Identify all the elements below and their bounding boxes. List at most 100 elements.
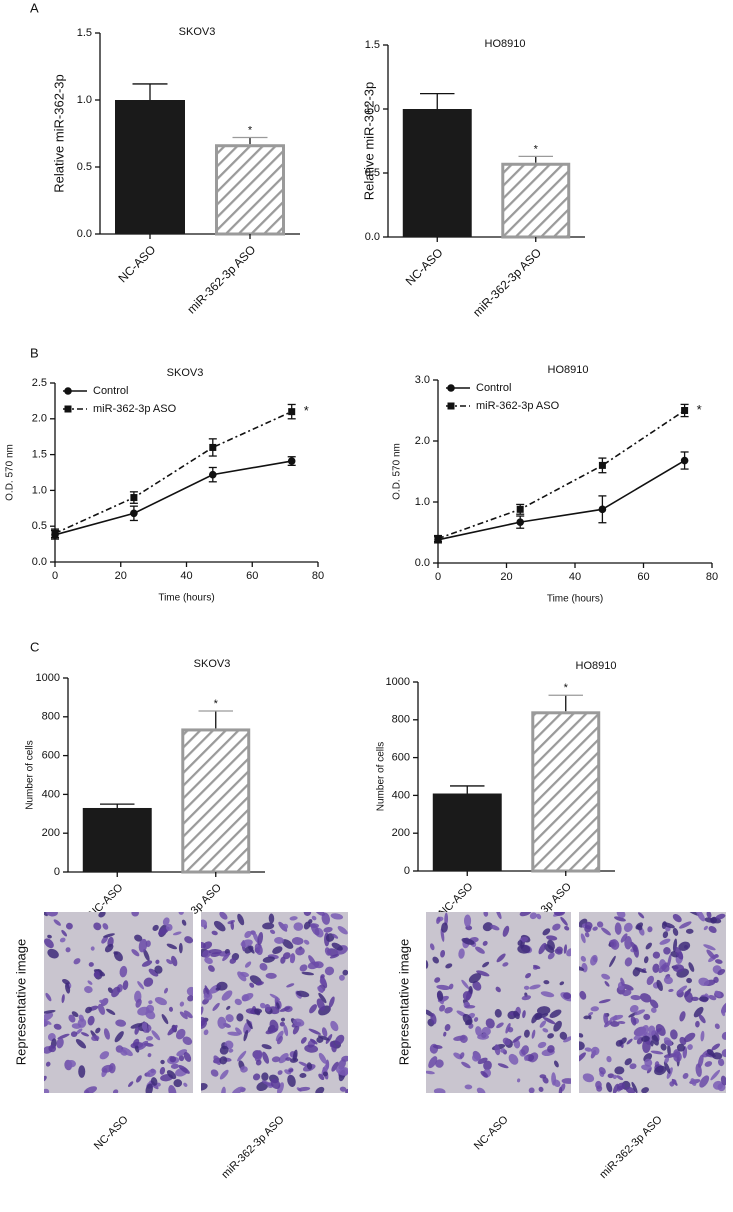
cell xyxy=(651,1007,657,1013)
cell xyxy=(430,1013,437,1025)
cell xyxy=(623,922,633,933)
cell xyxy=(212,1002,220,1011)
cell xyxy=(246,1019,253,1030)
cell xyxy=(552,923,561,931)
cell xyxy=(145,1083,153,1093)
cell xyxy=(641,1064,652,1071)
cell xyxy=(148,1000,153,1005)
cell xyxy=(633,1034,641,1040)
series-line xyxy=(437,459,686,541)
cell xyxy=(547,939,555,951)
cell xyxy=(166,959,173,965)
cell xyxy=(528,1087,535,1093)
cell xyxy=(176,1049,188,1057)
cell xyxy=(538,1013,549,1019)
cell xyxy=(654,1065,667,1076)
cell xyxy=(219,1045,229,1055)
cell xyxy=(155,959,160,965)
cell xyxy=(203,992,213,1001)
cell xyxy=(131,912,139,917)
cell xyxy=(663,1061,671,1074)
cell xyxy=(270,1078,281,1090)
cell xyxy=(536,1006,551,1015)
cell xyxy=(624,1058,632,1066)
cell xyxy=(714,990,722,998)
cell xyxy=(699,1075,710,1088)
cell xyxy=(475,1026,483,1037)
cell xyxy=(690,1078,697,1086)
cell xyxy=(186,986,193,996)
cell xyxy=(298,1061,309,1067)
cell xyxy=(73,958,81,965)
cell xyxy=(630,994,641,1001)
cell xyxy=(337,926,348,935)
cell xyxy=(682,1072,689,1079)
cell xyxy=(262,922,275,930)
x-tick-label: miR-362-3p ASO xyxy=(470,245,544,319)
cell xyxy=(490,924,500,931)
cell xyxy=(563,944,568,954)
cell xyxy=(306,1062,313,1070)
y-axis-label: Number of cells xyxy=(376,742,387,811)
cell xyxy=(106,1008,116,1015)
cell xyxy=(241,992,254,1002)
cell xyxy=(461,1061,471,1069)
cell xyxy=(721,1008,726,1017)
cell xyxy=(221,990,233,1001)
cell xyxy=(553,912,566,916)
cell xyxy=(146,1069,157,1078)
cell xyxy=(656,979,663,992)
cell xyxy=(610,1020,620,1027)
cell xyxy=(277,1082,284,1093)
cell xyxy=(714,959,723,964)
cell xyxy=(634,967,647,974)
x-tick-label: NC-ASO xyxy=(115,242,158,285)
cell xyxy=(164,987,168,994)
y-tick-label: 2.0 xyxy=(415,435,430,447)
micrograph xyxy=(201,912,348,1093)
cell xyxy=(647,926,653,933)
series-line xyxy=(54,410,293,535)
cell xyxy=(485,1018,495,1029)
cell xyxy=(494,1044,501,1056)
cell xyxy=(143,949,150,962)
cell xyxy=(232,1086,244,1093)
cell xyxy=(204,985,209,995)
cell xyxy=(44,1018,52,1025)
cell xyxy=(676,985,688,994)
y-tick-label: 0.0 xyxy=(365,231,380,243)
cell xyxy=(228,1048,234,1053)
cell xyxy=(56,1037,64,1049)
cell xyxy=(508,1053,519,1065)
cell xyxy=(542,928,551,936)
cell xyxy=(272,946,283,954)
cell xyxy=(536,913,542,920)
cell xyxy=(61,994,65,1004)
cell xyxy=(154,997,167,1006)
cell xyxy=(502,925,510,937)
cell xyxy=(712,1052,723,1060)
cell xyxy=(316,998,325,1011)
y-tick-label: 200 xyxy=(392,827,410,839)
cell xyxy=(551,1072,557,1086)
cell xyxy=(672,927,679,936)
legend-label: miR-362-3p ASO xyxy=(476,400,560,412)
cell xyxy=(288,1068,294,1073)
cell xyxy=(318,1052,327,1064)
cell xyxy=(610,939,620,950)
y-tick-label: 3.0 xyxy=(415,374,430,386)
cell xyxy=(601,927,611,936)
y-tick-label: 1000 xyxy=(36,672,60,684)
cell xyxy=(559,1031,568,1040)
y-tick-label: 1.0 xyxy=(32,484,47,496)
y-tick-label: 800 xyxy=(42,711,60,723)
cell xyxy=(542,1017,556,1025)
cell xyxy=(584,921,593,930)
cell xyxy=(710,916,718,924)
cell xyxy=(620,977,625,987)
cell xyxy=(603,1012,609,1025)
cell xyxy=(480,1070,489,1078)
cell xyxy=(318,992,327,1004)
cell xyxy=(331,1044,337,1053)
cell xyxy=(482,940,488,946)
